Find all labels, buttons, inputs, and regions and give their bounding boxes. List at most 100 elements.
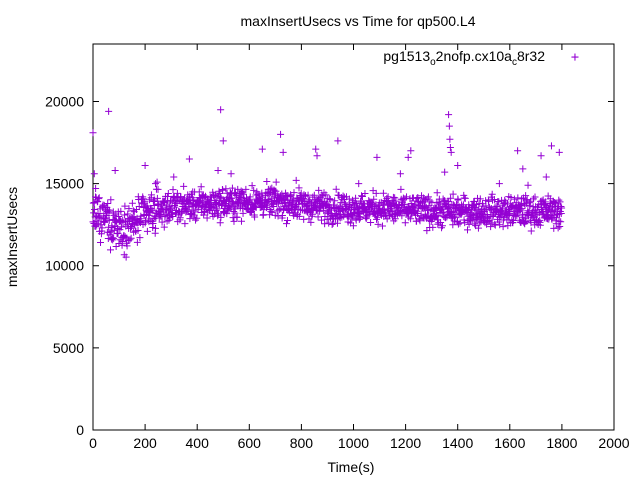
data-point	[173, 189, 181, 197]
data-point	[98, 224, 106, 232]
data-point	[126, 236, 134, 244]
data-point	[454, 220, 462, 228]
data-point	[152, 224, 160, 232]
data-point	[367, 219, 375, 227]
data-point	[231, 205, 239, 213]
data-point	[158, 218, 166, 226]
data-point	[550, 198, 558, 206]
data-point	[556, 198, 564, 206]
data-point	[117, 207, 125, 215]
legend-label-sub2: c	[512, 57, 517, 68]
x-tick-label: 2000	[598, 435, 629, 451]
data-point	[197, 183, 205, 191]
data-point	[451, 213, 459, 221]
x-tick-label: 600	[238, 435, 262, 451]
data-point-outlier	[258, 145, 266, 153]
data-point-outlier	[445, 122, 453, 130]
data-point	[447, 194, 455, 202]
data-point	[139, 195, 147, 203]
data-point	[469, 216, 477, 224]
data-point	[361, 190, 369, 198]
y-tick-label: 15000	[45, 176, 84, 192]
data-point	[397, 185, 405, 193]
data-point-outlier	[141, 162, 149, 170]
y-axis-ticks: 0 5000 10000 15000 20000	[45, 93, 614, 438]
data-point	[278, 211, 286, 219]
data-point	[211, 199, 219, 207]
data-point	[493, 203, 501, 211]
data-point	[287, 192, 295, 200]
data-point	[370, 195, 378, 203]
data-point	[107, 246, 115, 254]
data-point	[345, 195, 353, 203]
data-point	[150, 197, 158, 205]
data-point-outlier	[571, 53, 579, 61]
x-tick-label: 1400	[442, 435, 473, 451]
data-point-outlier	[542, 173, 550, 181]
data-point-outlier	[547, 142, 555, 150]
data-point	[554, 224, 562, 232]
data-point	[331, 197, 339, 205]
data-point	[441, 197, 449, 205]
data-point	[314, 213, 322, 221]
data-point	[315, 186, 323, 194]
data-point	[501, 196, 509, 204]
data-point-outlier	[514, 147, 522, 155]
data-point	[104, 199, 112, 207]
data-point-outlier	[90, 170, 98, 178]
data-point	[529, 195, 537, 203]
data-point	[339, 192, 347, 200]
data-point	[134, 227, 142, 235]
data-point-outlier	[454, 162, 462, 170]
data-point	[438, 209, 446, 217]
data-point	[365, 210, 373, 218]
data-point	[424, 193, 432, 201]
data-point	[518, 205, 526, 213]
data-point	[101, 215, 109, 223]
data-point	[463, 226, 471, 234]
data-point-outlier	[396, 170, 404, 178]
data-point	[89, 199, 97, 207]
data-point-outlier	[152, 180, 160, 188]
data-point	[217, 213, 225, 221]
data-point-outlier	[334, 137, 342, 145]
data-point	[468, 211, 476, 219]
data-point	[517, 206, 525, 214]
data-points	[89, 53, 579, 261]
data-point	[136, 234, 144, 242]
data-point	[193, 214, 201, 222]
data-point	[531, 193, 539, 201]
data-point	[106, 206, 114, 214]
data-point	[421, 203, 429, 211]
data-point	[203, 214, 211, 222]
data-point	[491, 220, 499, 228]
data-point	[378, 222, 386, 230]
data-point	[487, 223, 495, 231]
data-point	[317, 198, 325, 206]
data-point	[233, 213, 241, 221]
data-point	[454, 196, 462, 204]
data-point	[91, 205, 99, 213]
data-point	[534, 217, 542, 225]
data-point	[326, 196, 334, 204]
data-point	[149, 219, 157, 227]
x-axis-ticks: 0 200 400 600 800 1000 1200 1400 1600 1800 2000	[89, 44, 630, 451]
chart-title: maxInsertUsecs vs Time for qp500.L4	[241, 13, 476, 29]
data-point	[92, 193, 100, 201]
data-point	[110, 234, 118, 242]
data-point	[176, 214, 184, 222]
x-tick-label: 1200	[390, 435, 421, 451]
legend-label: pg1513o2nofp.cx10ac8r32	[383, 48, 545, 68]
data-point	[123, 242, 131, 250]
data-point	[391, 194, 399, 202]
data-point	[353, 200, 361, 208]
data-point	[461, 194, 469, 202]
data-point	[307, 218, 315, 226]
data-point	[114, 229, 122, 237]
data-point	[522, 218, 530, 226]
data-point	[399, 194, 407, 202]
data-point	[433, 189, 441, 197]
data-point-outlier	[227, 170, 235, 178]
data-point	[121, 202, 129, 210]
data-point	[145, 211, 153, 219]
